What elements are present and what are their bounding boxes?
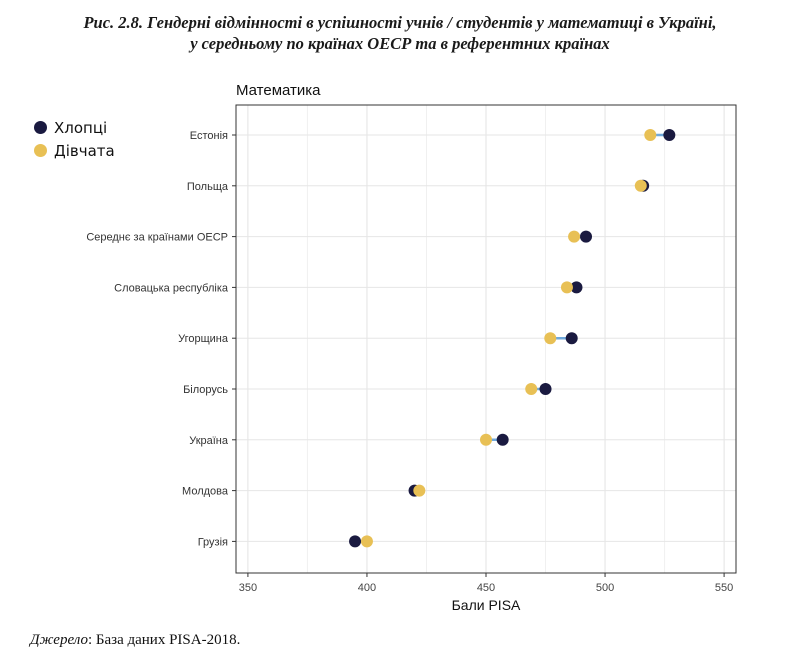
y-category-label: Словацька республіка xyxy=(114,282,229,294)
y-category-label: Молдова xyxy=(182,486,229,498)
source-label: Джерело xyxy=(30,632,88,648)
data-point-boys xyxy=(663,129,676,141)
data-point-girls xyxy=(525,383,538,395)
y-category-label: Середнє за країнами ОЕСР xyxy=(86,232,228,244)
data-point-boys xyxy=(349,535,362,548)
legend-item-boys: Хлопці xyxy=(34,116,115,139)
data-point-boys xyxy=(496,433,509,446)
y-category-label: Білорусь xyxy=(183,384,228,396)
chart-legend: Хлопці Дівчата xyxy=(34,116,115,162)
x-tick-label: 400 xyxy=(358,582,376,594)
data-point-boys xyxy=(580,230,592,243)
data-point-girls xyxy=(634,179,647,192)
legend-marker-girls xyxy=(34,144,47,157)
data-point-girls xyxy=(644,129,657,141)
source-text: : База даних PISA-2018. xyxy=(87,632,241,648)
data-point-girls xyxy=(568,230,581,243)
data-point-boys xyxy=(539,383,552,395)
x-tick-label: 550 xyxy=(715,582,733,594)
x-tick-label: 500 xyxy=(596,582,614,594)
plot-area-border xyxy=(235,104,737,574)
data-point-girls xyxy=(544,332,557,345)
chart-title: Математика xyxy=(236,82,321,99)
y-category-label: Угорщина xyxy=(178,333,229,345)
y-category-label: Естонія xyxy=(190,130,228,142)
y-category-label: Україна xyxy=(189,435,229,447)
x-axis-label: Бали PISA xyxy=(452,597,521,613)
data-point-boys xyxy=(565,332,578,345)
source-note: Джерело: База даних PISA-2018. xyxy=(30,632,240,649)
y-category-label: Польща xyxy=(187,181,229,193)
figure-title-line-2: у середньому по країнах ОЕСР та в рефере… xyxy=(190,34,610,53)
legend-item-girls: Дівчата xyxy=(34,139,115,162)
data-point-girls xyxy=(560,281,573,294)
figure-title-line-1: Рис. 2.8. Гендерні відмінності в успішно… xyxy=(83,13,717,32)
legend-label-girls: Дівчата xyxy=(54,141,115,160)
legend-label-boys: Хлопці xyxy=(54,118,108,137)
data-point-girls xyxy=(480,433,492,446)
data-point-girls xyxy=(360,535,373,548)
x-tick-label: 450 xyxy=(477,582,495,594)
y-category-label: Грузія xyxy=(198,536,228,548)
figure-title: Рис. 2.8. Гендерні відмінності в успішно… xyxy=(20,12,780,54)
data-point-boys xyxy=(570,281,583,294)
x-tick-label: 350 xyxy=(239,582,257,594)
legend-marker-boys xyxy=(34,121,47,134)
data-point-girls xyxy=(413,484,426,497)
